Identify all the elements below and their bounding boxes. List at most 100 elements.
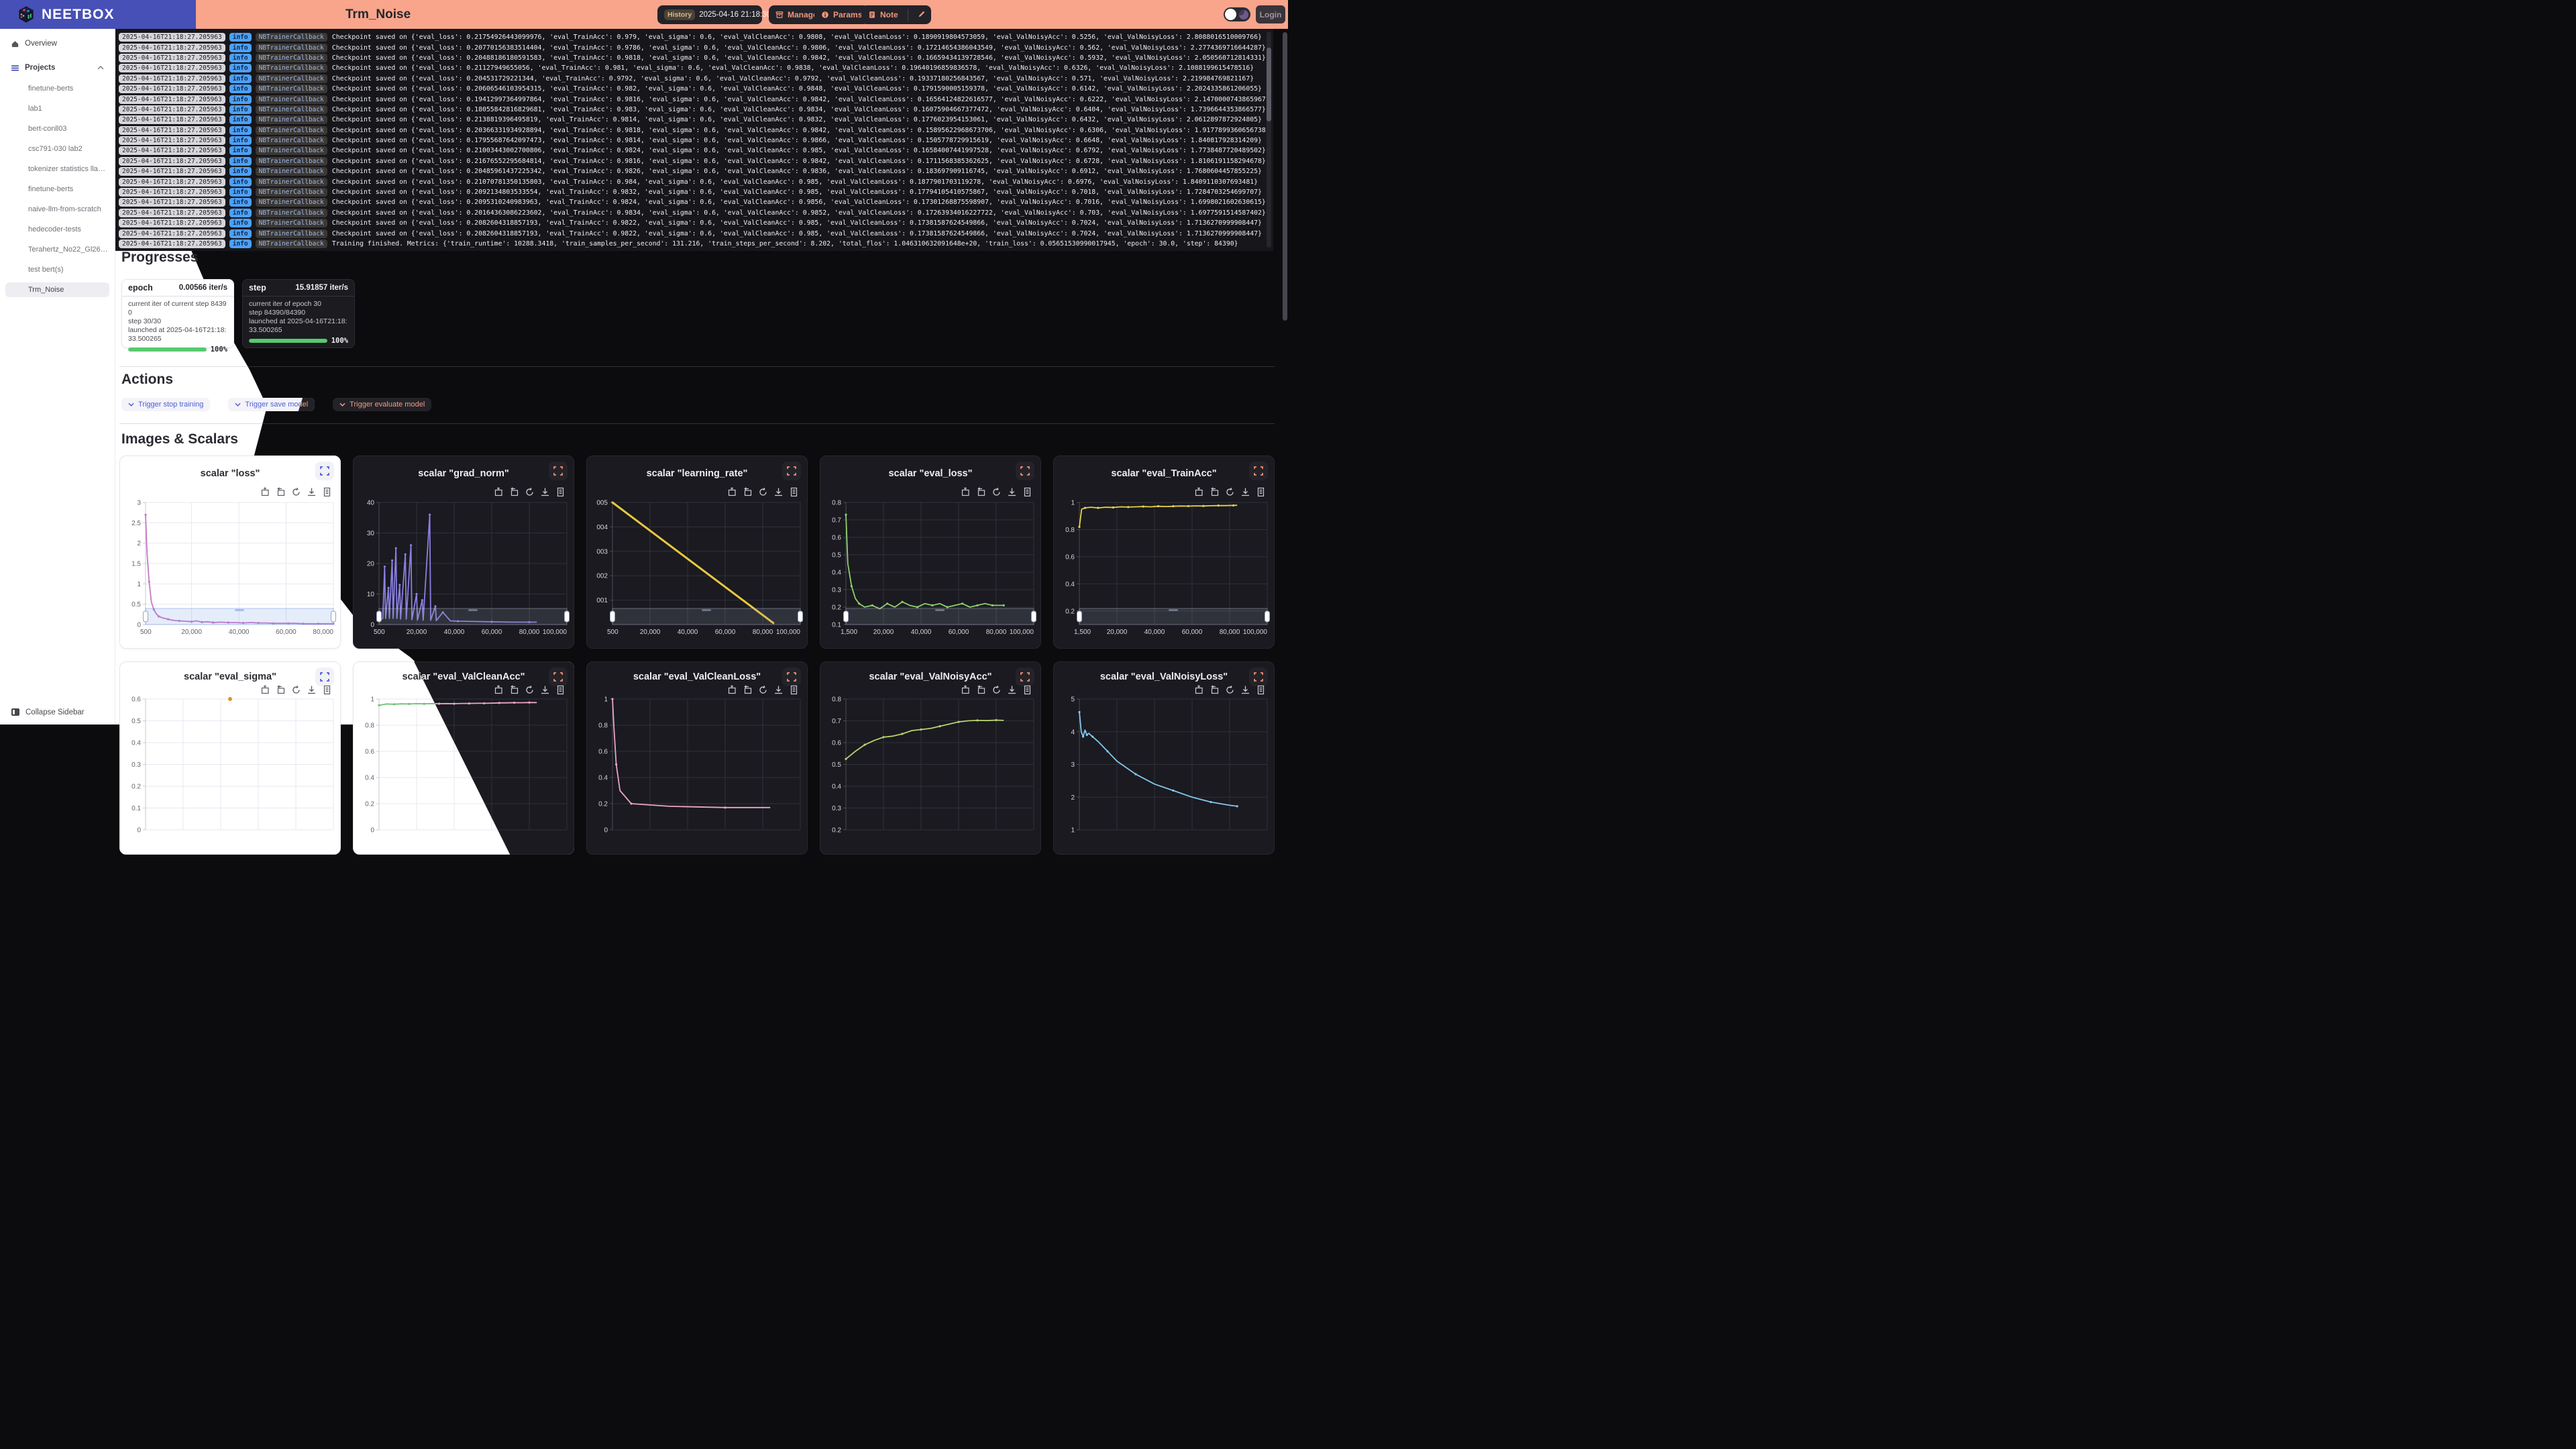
fullscreen-button[interactable] <box>1016 667 1034 686</box>
sidebar-item-overview[interactable]: Overview <box>5 36 109 52</box>
sidebar-project-item[interactable]: bert-conll03 <box>28 125 67 133</box>
sidebar-project-item[interactable]: lab1 <box>28 105 42 113</box>
download-icon[interactable] <box>1240 685 1250 695</box>
log-message: Checkpoint saved on {'eval_loss': 0.1795… <box>331 137 1262 145</box>
scalar-charts-row-2: 0.6 0.5 0.4 0.3 0.2 0.1 0 scalar "eval_sigma" 1… <box>119 661 1275 855</box>
fullscreen-button[interactable] <box>782 462 801 480</box>
download-icon[interactable] <box>1007 685 1017 695</box>
refresh-icon[interactable] <box>525 487 535 497</box>
zoom-reset-icon[interactable] <box>976 487 986 497</box>
sidebar-project-item[interactable]: test bert(s) <box>28 266 64 274</box>
params-button[interactable]: Params <box>814 5 869 24</box>
action-trigger-evaluate-model[interactable]: Trigger evaluate model <box>333 398 432 411</box>
refresh-icon[interactable] <box>291 487 301 497</box>
log-tag-badge: NBTrainerCallback <box>255 146 327 156</box>
data-view-icon[interactable] <box>789 487 799 497</box>
sidebar-project-item[interactable]: finetune-berts <box>28 85 74 93</box>
fullscreen-button[interactable] <box>1249 462 1268 480</box>
zoom-reset-icon[interactable] <box>743 685 753 695</box>
download-icon[interactable] <box>307 685 317 695</box>
refresh-icon[interactable] <box>991 685 1002 695</box>
zoom-reset-icon[interactable] <box>509 487 519 497</box>
data-view-icon[interactable] <box>1256 685 1266 695</box>
zoom-reset-icon[interactable] <box>743 487 753 497</box>
sidebar-project-item[interactable]: csc791-030 lab2 <box>28 145 83 153</box>
log-timestamp: 2025-04-16T21:18:27.205963 <box>119 146 225 156</box>
refresh-icon[interactable] <box>758 487 768 497</box>
history-dropdown[interactable]: History 2025-04-16 21:18:30 <box>657 5 771 24</box>
data-view-icon[interactable] <box>1022 487 1032 497</box>
sidebar-project-item[interactable]: hedecoder-tests <box>28 225 81 233</box>
select-zoom-icon[interactable] <box>727 487 737 497</box>
zoom-reset-icon[interactable] <box>1210 487 1220 497</box>
download-icon[interactable] <box>307 487 317 497</box>
data-view-icon[interactable] <box>322 487 332 497</box>
edit-note-button[interactable] <box>912 10 931 20</box>
log-console[interactable]: 2025-04-16T21:18:27.205963 info NBTrainerC… <box>115 29 1273 251</box>
download-icon[interactable] <box>540 685 550 695</box>
page-scrollbar-thumb[interactable] <box>1283 32 1287 321</box>
select-zoom-icon[interactable] <box>1194 685 1204 695</box>
refresh-icon[interactable] <box>525 685 535 695</box>
refresh-icon[interactable] <box>1225 685 1235 695</box>
zoom-reset-icon[interactable] <box>1210 685 1220 695</box>
action-label: Trigger save model <box>245 400 309 409</box>
refresh-icon[interactable] <box>1225 487 1235 497</box>
svg-text:20,000: 20,000 <box>181 629 202 636</box>
action-trigger-stop-training[interactable]: Trigger stop training <box>121 398 211 411</box>
select-zoom-icon[interactable] <box>494 685 504 695</box>
collapse-sidebar-button[interactable]: Collapse Sidebar <box>0 708 125 716</box>
sidebar-group-projects[interactable]: Projects <box>5 60 109 76</box>
fullscreen-button[interactable] <box>1249 667 1268 686</box>
download-icon[interactable] <box>540 487 550 497</box>
select-zoom-icon[interactable] <box>1194 487 1204 497</box>
data-view-icon[interactable] <box>555 487 566 497</box>
select-zoom-icon[interactable] <box>494 487 504 497</box>
action-buttons: Trigger stop training Trigger save model T… <box>121 398 432 411</box>
data-view-icon[interactable] <box>789 685 799 695</box>
fullscreen-button[interactable] <box>315 667 334 686</box>
data-view-icon[interactable] <box>1022 685 1032 695</box>
sidebar-project-item[interactable]: Trm_Noise <box>5 282 109 297</box>
fullscreen-button[interactable] <box>315 462 334 480</box>
refresh-icon[interactable] <box>991 487 1002 497</box>
fullscreen-button[interactable] <box>549 667 568 686</box>
fullscreen-button[interactable] <box>782 667 801 686</box>
note-button[interactable]: Note <box>861 5 931 24</box>
zoom-reset-icon[interactable] <box>276 685 286 695</box>
select-zoom-icon[interactable] <box>260 685 270 695</box>
select-zoom-icon[interactable] <box>727 685 737 695</box>
sidebar-project-item[interactable]: finetune-berts <box>28 185 74 193</box>
console-scrollbar[interactable] <box>1267 32 1271 248</box>
download-icon[interactable] <box>773 487 784 497</box>
download-icon[interactable] <box>773 685 784 695</box>
zoom-reset-icon[interactable] <box>509 685 519 695</box>
fullscreen-button[interactable] <box>1016 462 1034 480</box>
data-view-icon[interactable] <box>1256 487 1266 497</box>
sidebar-project-item[interactable]: tokenizer statistics llama... <box>28 165 109 173</box>
refresh-icon[interactable] <box>291 685 301 695</box>
scalar-chart-card-loss: 3 2.5 2 1.5 1 0.5 0 500 20,000 40,000 60,000 80,000… <box>119 455 341 649</box>
select-zoom-icon[interactable] <box>961 487 971 497</box>
fullscreen-button[interactable] <box>549 462 568 480</box>
login-button[interactable]: Login <box>1256 5 1285 23</box>
select-zoom-icon[interactable] <box>961 685 971 695</box>
log-message: Checkpoint saved on {'eval_loss': 0.2060… <box>331 85 1262 93</box>
select-zoom-icon[interactable] <box>260 487 270 497</box>
theme-toggle[interactable] <box>1224 7 1250 21</box>
refresh-icon[interactable] <box>758 685 768 695</box>
download-icon[interactable] <box>1007 487 1017 497</box>
download-icon[interactable] <box>1240 487 1250 497</box>
svg-text:0.3: 0.3 <box>832 587 841 594</box>
action-trigger-save-model[interactable]: Trigger save model Trigger save model <box>228 398 315 411</box>
data-view-icon[interactable] <box>555 685 566 695</box>
logo-block[interactable]: NEETBOX <box>0 0 196 29</box>
data-view-icon[interactable] <box>322 685 332 695</box>
console-scrollbar-thumb[interactable] <box>1267 48 1271 121</box>
sidebar-project-item[interactable]: Terahertz_No22_Gl261_gl... <box>28 246 109 254</box>
log-level-badge: info <box>229 239 252 248</box>
zoom-reset-icon[interactable] <box>276 487 286 497</box>
svg-text:20,000: 20,000 <box>407 629 427 636</box>
sidebar-project-item[interactable]: naive-llm-from-scratch <box>28 205 101 213</box>
zoom-reset-icon[interactable] <box>976 685 986 695</box>
